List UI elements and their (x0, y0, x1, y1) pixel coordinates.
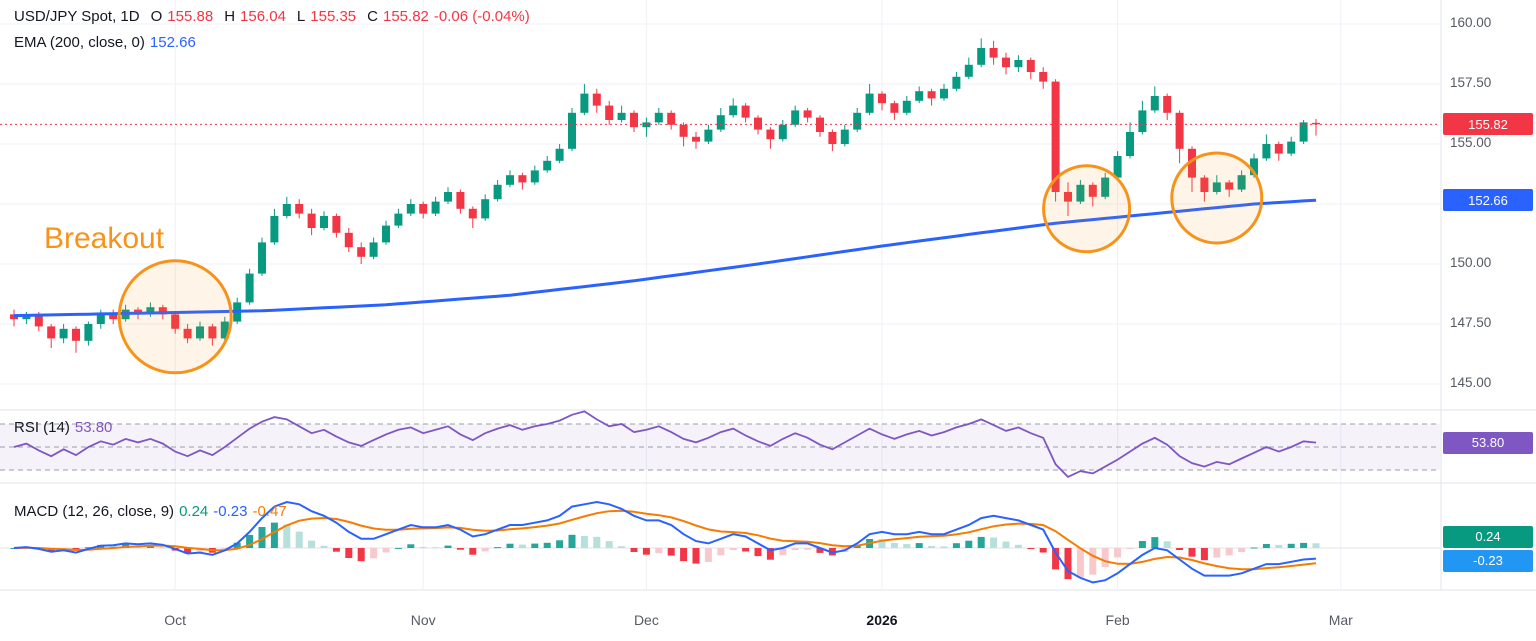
macd-legend-label: MACD (12, 26, close, 9) (14, 503, 175, 520)
price-axis-label: 155.00 (1450, 135, 1492, 150)
ohlc-open-label: O (150, 8, 163, 25)
time-axis-label: Feb (1105, 612, 1130, 628)
annotation-circle[interactable] (1042, 164, 1132, 254)
price-axis-label: 147.50 (1450, 315, 1492, 330)
macd-line-legend-value: -0.23 (213, 503, 248, 520)
ema-legend-label: EMA (200, close, 0) (14, 34, 145, 51)
price-axis-label: 145.00 (1450, 375, 1492, 390)
rsi-legend-value: 53.80 (74, 419, 113, 436)
macd-hist-legend-value: 0.24 (179, 503, 209, 520)
rsi-line (13, 410, 1317, 478)
macd-legend-row[interactable]: MACD (12, 26, close, 9) 0.24 -0.23 -0.47 (14, 503, 287, 520)
price-axis-label: 157.50 (1450, 75, 1492, 90)
annotation-circle[interactable] (1170, 151, 1264, 245)
symbol-legend-row[interactable]: USD/JPY Spot, 1D O 155.88 H 156.04 L 155… (14, 8, 530, 25)
rsi-legend-label: RSI (14) (14, 419, 70, 436)
time-axis-label: Nov (410, 612, 436, 628)
rsi-badge: 53.80 (1443, 431, 1533, 454)
price-axis-label: 160.00 (1450, 15, 1492, 30)
time-axis-label: 2026 (866, 612, 898, 628)
macd-line (13, 500, 1317, 584)
ohlc-low-value: 155.35 (310, 8, 357, 25)
symbol-title: USD/JPY Spot, 1D (14, 8, 140, 25)
candles-layer (10, 38, 1320, 353)
macd-hist-badge: 0.24 (1443, 525, 1533, 548)
breakout-annotation[interactable]: Breakout (44, 222, 165, 255)
ohlc-high-label: H (224, 8, 236, 25)
annotation-circle[interactable] (117, 259, 233, 375)
rsi-legend-row[interactable]: RSI (14) 53.80 (14, 419, 112, 436)
change-value: -0.06 (-0.04%) (433, 8, 530, 25)
ema-badge: 152.66 (1443, 189, 1533, 212)
time-axis-label: Dec (633, 612, 659, 628)
ohlc-low-label: L (296, 8, 306, 25)
ohlc-high-value: 156.04 (240, 8, 286, 25)
ohlc-close-label: C (367, 8, 378, 25)
macd-line-badge: -0.23 (1443, 549, 1533, 572)
last-price-badge: 155.82 (1443, 113, 1533, 136)
ohlc-open-value: 155.88 (167, 8, 214, 25)
ema-legend-row[interactable]: EMA (200, close, 0) 152.66 (14, 34, 196, 51)
price-axis-label: 150.00 (1450, 255, 1492, 270)
macd-signal-line (13, 509, 1317, 571)
time-axis-label: Oct (164, 612, 187, 628)
ema-legend-value: 152.66 (149, 34, 196, 51)
macd-histogram (10, 522, 1320, 580)
time-axis-label: Mar (1328, 612, 1353, 628)
ohlc-close-value: 155.82 (383, 8, 429, 25)
macd-signal-legend-value: -0.47 (252, 503, 287, 520)
